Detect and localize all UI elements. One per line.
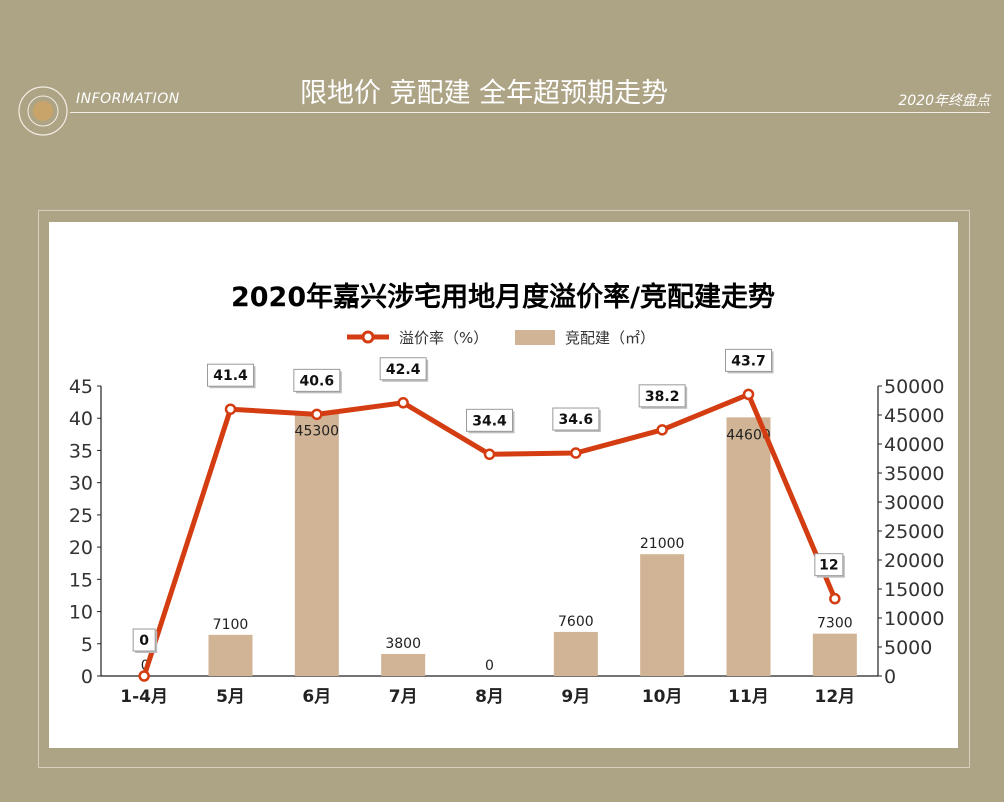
premium-rate-value: 0 [139, 633, 149, 649]
left-tick-label: 35 [69, 440, 93, 462]
label-box [552, 407, 600, 431]
premium-rate-point [311, 408, 323, 421]
right-tick-label: 20000 [884, 550, 944, 572]
bar-allocation [640, 554, 685, 676]
premium-rate-point [224, 403, 237, 415]
bar-value-label: 0 [485, 658, 494, 674]
premium-rate-value: 34.6 [559, 412, 594, 428]
premium-rate-label: 41.4 [207, 363, 256, 389]
chart-title: 2020年嘉兴涉宅用地月度溢价率/竞配建走势 [231, 281, 775, 313]
x-tick-label: 9月 [561, 687, 590, 707]
left-tick-label: 15 [69, 569, 93, 591]
legend-line-marker [361, 330, 375, 344]
bar-allocation [726, 417, 771, 676]
premium-rate-value: 40.6 [300, 373, 335, 389]
header-divider [70, 112, 990, 113]
x-tick-label: 10月 [642, 687, 683, 707]
right-tick-label: 35000 [884, 463, 944, 485]
premium-rate-label: 34.6 [552, 407, 601, 433]
left-tick-label: 40 [69, 408, 93, 430]
bar-allocation [294, 413, 339, 676]
chart-legend: 溢价率（%） 竞配建（㎡） [347, 329, 655, 347]
label-box [132, 628, 156, 652]
bar-value-label: 7100 [213, 617, 249, 633]
right-tick-label: 15000 [884, 579, 944, 601]
premium-rate-label: 40.6 [293, 368, 342, 394]
right-tick-label: 10000 [884, 608, 944, 630]
x-tick-label: 8月 [475, 687, 504, 707]
premium-rate-value: 41.4 [213, 368, 248, 384]
bar-value-label: 7600 [558, 614, 594, 630]
year-end-tag: 2020年终盘点 [898, 93, 990, 109]
label-box [725, 348, 772, 372]
chart-card: 2020年嘉兴涉宅用地月度溢价率/竞配建走势 溢价率（%） 竞配建（㎡） 0 5 1… [49, 222, 958, 748]
premium-rate-value: 38.2 [645, 389, 680, 405]
bar-value-label: 7300 [817, 616, 853, 632]
left-tick-label: 5 [81, 634, 93, 656]
combo-chart: 2020年嘉兴涉宅用地月度溢价率/竞配建走势 溢价率（%） 竞配建（㎡） 0 5 1… [69, 281, 945, 707]
label-box [466, 408, 513, 432]
bar-value-label: 3800 [385, 636, 421, 652]
premium-rate-point [397, 397, 409, 409]
premium-rate-label: 38.2 [638, 384, 688, 409]
x-tick-label: 5月 [216, 687, 245, 707]
label-box [638, 384, 686, 408]
x-tick-label: 1-4月 [120, 687, 168, 707]
premium-rate-value: 43.7 [731, 353, 766, 369]
x-tick-label: 11月 [728, 687, 769, 707]
label-box [207, 363, 254, 387]
bar-allocation [381, 653, 426, 676]
premium-rate-label: 12 [814, 553, 845, 578]
right-tick-label: 50000 [884, 376, 944, 398]
legend-label-premium: 溢价率（%） [399, 329, 488, 347]
logo-icon [18, 86, 68, 136]
premium-rate-label: 42.4 [379, 357, 429, 382]
right-tick-label: 25000 [884, 521, 944, 543]
left-tick-label: 25 [69, 505, 93, 527]
premium-rate-point [570, 447, 582, 459]
left-tick-label: 45 [69, 376, 93, 398]
right-tick-label: 45000 [884, 405, 944, 427]
premium-rate-point [138, 670, 150, 682]
premium-rate-value: 42.4 [386, 362, 421, 378]
right-tick-label: 30000 [884, 492, 944, 514]
x-tick-label: 7月 [389, 687, 418, 707]
information-label: INFORMATION [76, 91, 180, 107]
x-tick-label: 6月 [302, 687, 331, 707]
left-tick-label: 20 [69, 537, 93, 559]
bar-allocation [812, 633, 857, 676]
label-box [293, 368, 341, 392]
right-tick-label: 5000 [884, 637, 932, 659]
premium-rate-label: 43.7 [725, 348, 774, 374]
premium-rate-point [483, 448, 496, 461]
bar-value-label: 44600 [726, 427, 771, 443]
label-box [814, 553, 844, 577]
legend-bar-swatch [515, 330, 555, 345]
right-tick-label: 40000 [884, 434, 944, 456]
premium-rate-value: 12 [819, 558, 838, 574]
bar-value-label: 21000 [640, 536, 685, 552]
premium-rate-point [656, 424, 668, 436]
left-tick-label: 0 [81, 666, 93, 688]
label-box [379, 357, 427, 381]
bar-allocation [553, 631, 598, 676]
left-tick-label: 10 [69, 602, 93, 624]
page-headline: 限地价 竞配建 全年超预期走势 [300, 78, 669, 109]
bar-allocation [208, 634, 253, 676]
chart-frame [38, 210, 970, 768]
bar-value-label: 45300 [295, 423, 340, 439]
premium-rate-value: 34.4 [472, 413, 507, 429]
x-tick-label: 12月 [814, 687, 855, 707]
premium-rate-label: 34.4 [466, 408, 515, 434]
premium-rate-label: 0 [132, 628, 158, 653]
premium-rate-point [742, 388, 755, 401]
legend-label-allocation: 竞配建（㎡） [565, 329, 655, 347]
right-tick-label: 0 [884, 666, 896, 688]
left-tick-label: 30 [69, 473, 93, 495]
premium-rate-point [829, 592, 841, 605]
